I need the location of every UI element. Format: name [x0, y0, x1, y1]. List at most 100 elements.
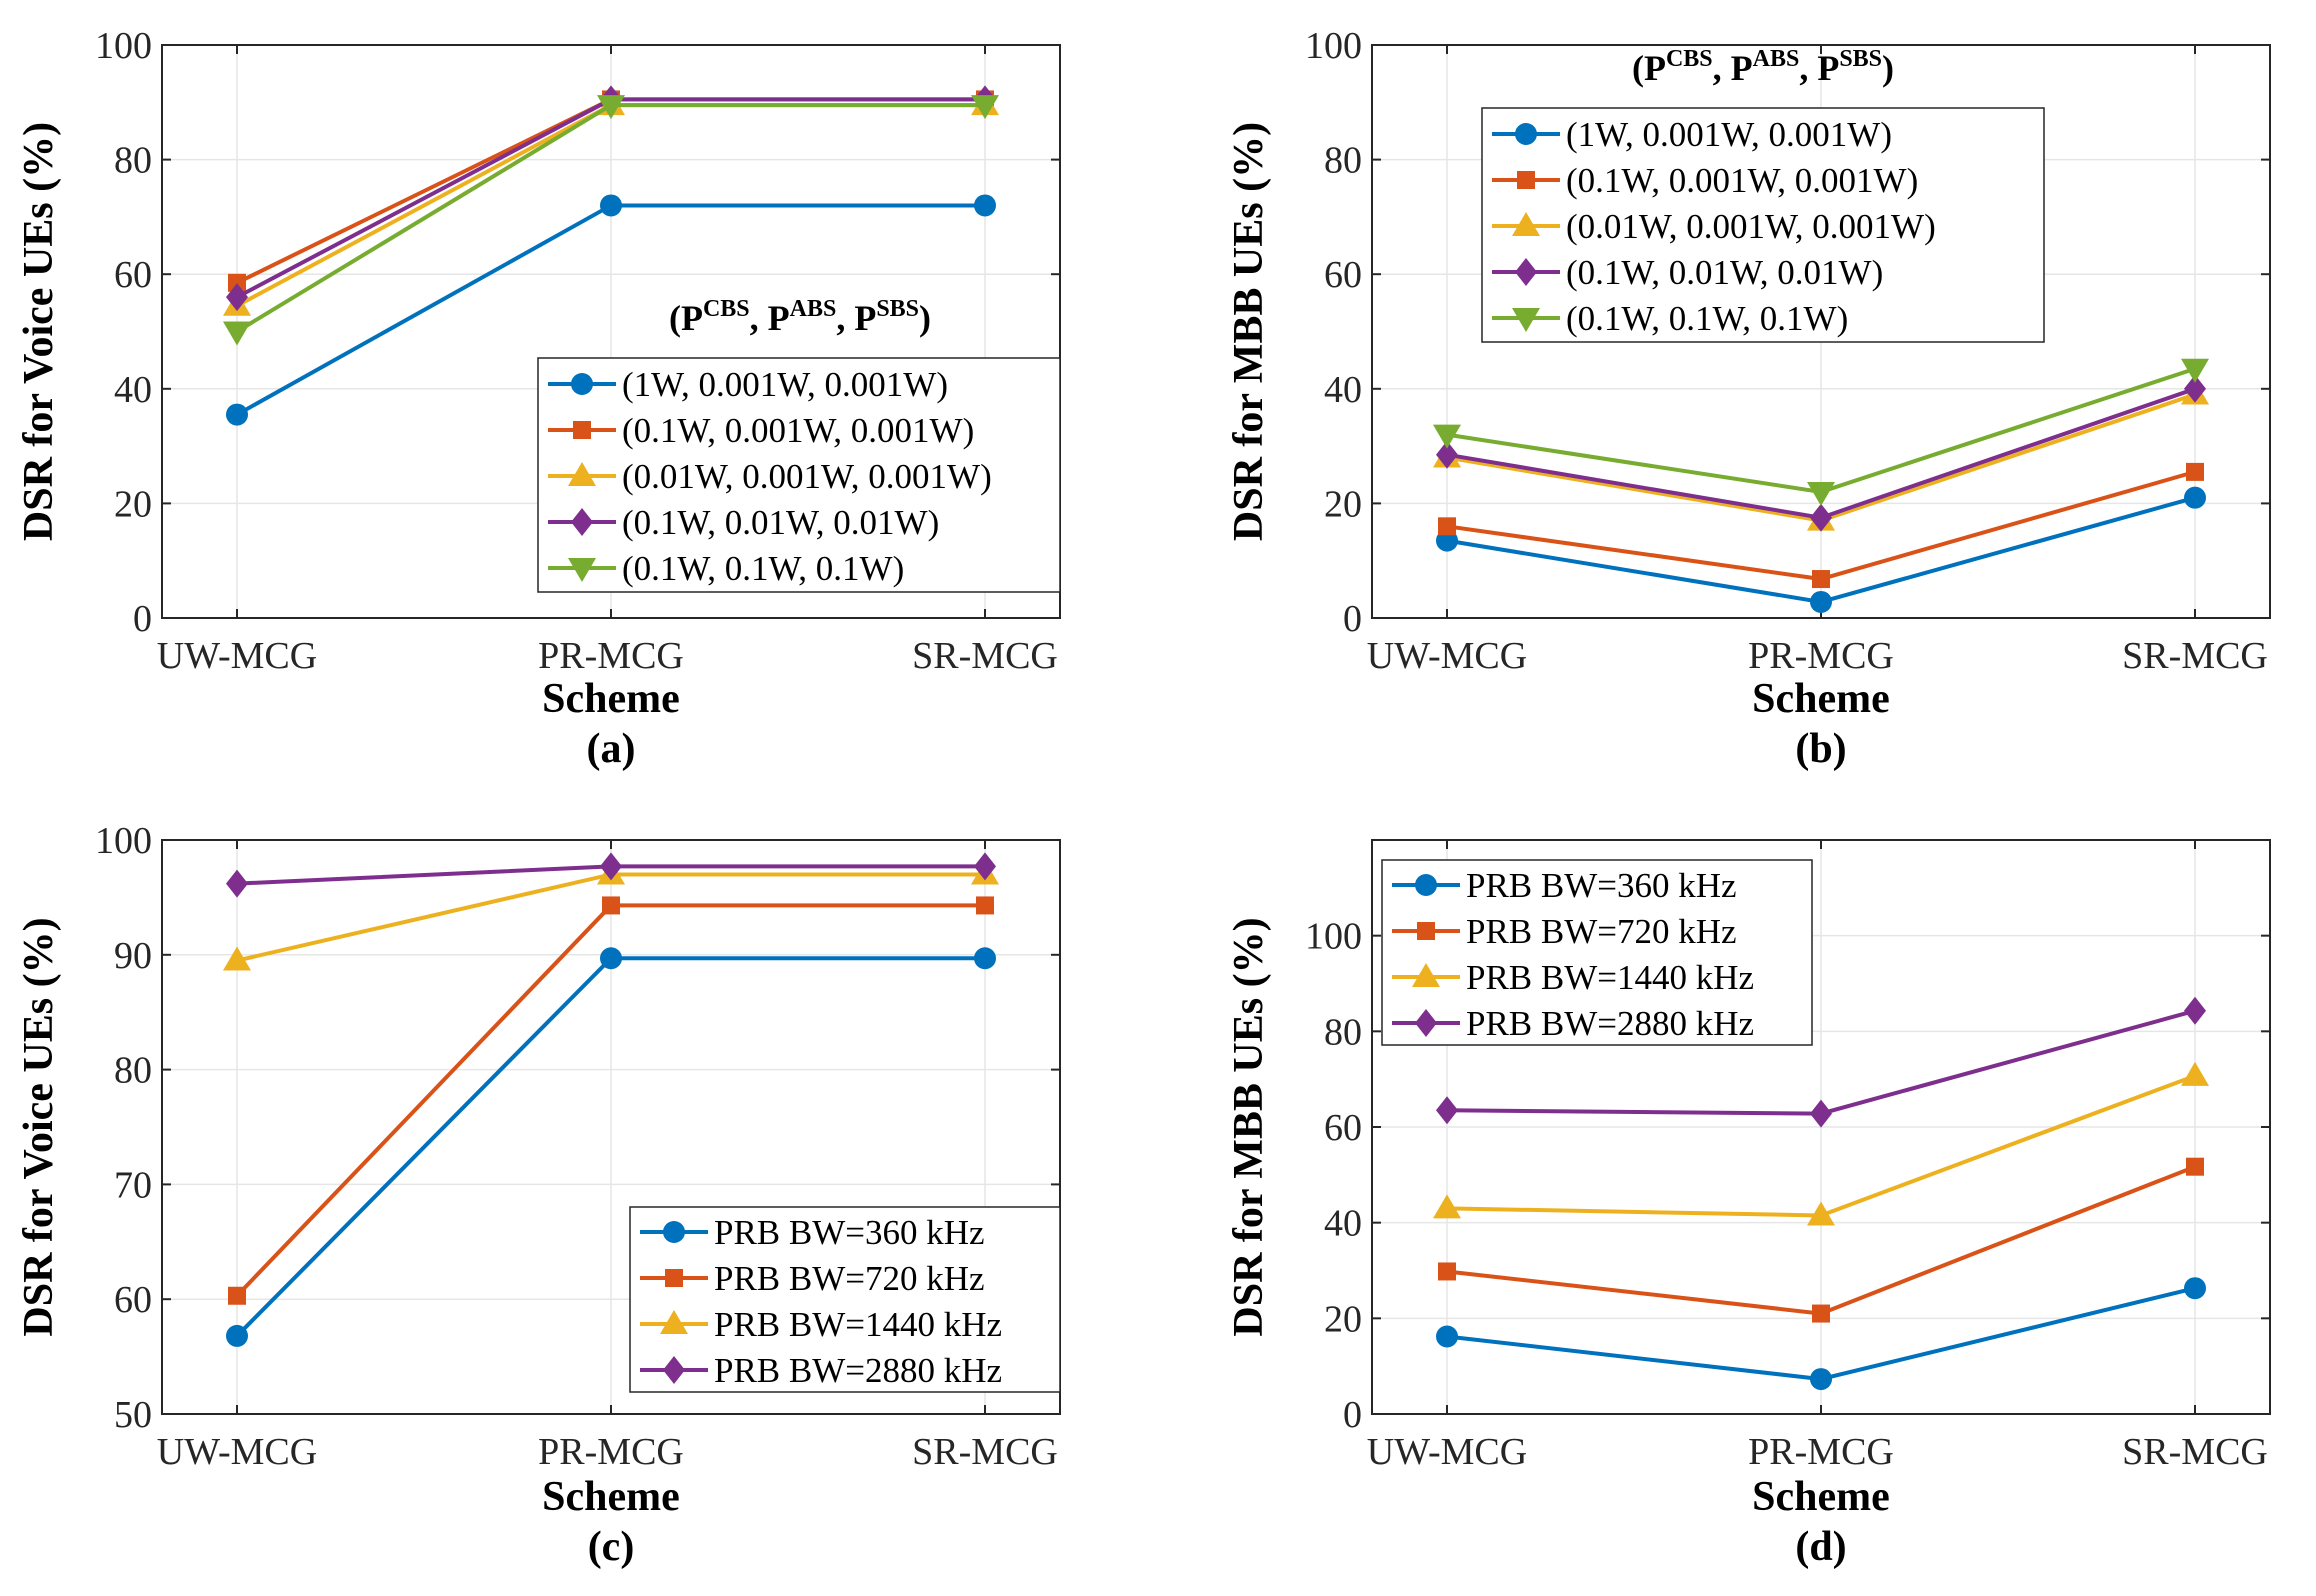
y-axis-label: DSR for MBB UEs (%): [1226, 122, 1272, 541]
legend-marker: [660, 1310, 688, 1334]
legend-entry: (1W, 0.001W, 0.001W): [548, 365, 948, 404]
legend-marker: [1415, 1009, 1437, 1037]
legend-box: [1481, 107, 2045, 343]
data-point: [2184, 996, 2206, 1025]
y-axis-label: DSR for MBB UEs (%): [1226, 917, 1272, 1336]
legend-entry: (0.1W, 0.01W, 0.01W): [1492, 253, 1883, 292]
data-point: [2181, 1061, 2209, 1086]
legend-marker: [663, 1356, 685, 1384]
data-point: [2186, 1157, 2204, 1176]
legend-label: PRB BW=720 kHz: [1466, 912, 1737, 951]
data-point: [1810, 1368, 1832, 1391]
x-tick-label: UW-MCG: [1367, 1431, 1527, 1473]
data-point: [1436, 1325, 1458, 1348]
y-tick-label: 80: [114, 1050, 152, 1092]
data-point: [1810, 1099, 1832, 1128]
series-2: [1438, 1157, 2204, 1323]
chart-panel-a: 0 20 40 60 80 100 UW-MCG PR-MCG SR-MCG Scheme DSR …: [16, 25, 1061, 772]
legend-marker: [573, 421, 591, 439]
series-4: [1436, 996, 2206, 1128]
legend-entry: (0.1W, 0.1W, 0.1W): [1492, 299, 1848, 338]
legend-entry: PRB BW=1440 kHz: [1392, 958, 1754, 997]
series-5: [223, 95, 999, 346]
legend: PRB BW=360 kHz PRB BW=720 kHz PRB BW=1440 …: [1381, 859, 1813, 1046]
legend-label: PRB BW=720 kHz: [714, 1259, 985, 1298]
legend-marker: [665, 1269, 683, 1287]
data-point: [1436, 1096, 1458, 1125]
x-tick-label: PR-MCG: [538, 1431, 684, 1473]
data-point: [1810, 503, 1832, 532]
data-point: [2184, 374, 2206, 403]
legend-entry: PRB BW=360 kHz: [1392, 866, 1737, 905]
x-tick-label: SR-MCG: [2122, 635, 2268, 677]
panel-label: (d): [1795, 1524, 1846, 1570]
data-point: [1433, 424, 1461, 449]
legend-label: PRB BW=360 kHz: [714, 1213, 985, 1252]
data-point: [2184, 1277, 2206, 1300]
legend-marker: [1412, 963, 1440, 987]
data-point: [974, 852, 996, 881]
legend-marker: [571, 508, 593, 536]
x-axis-label: Scheme: [1752, 676, 1890, 722]
data-point: [1810, 590, 1832, 613]
y-tick-label: 100: [95, 820, 152, 862]
legend-marker: [1512, 308, 1540, 332]
legend-title: (PCBS, PABS, PSBS): [669, 296, 931, 338]
x-tick-label: UW-MCG: [157, 1431, 317, 1473]
y-tick-label: 60: [1324, 1107, 1362, 1149]
data-point: [976, 896, 994, 915]
data-point: [1438, 1262, 1456, 1281]
legend: (PCBS, PABS, PSBS) (1W, 0.001W, 0.001W) (0…: [537, 296, 1061, 593]
legend-entry: PRB BW=2880 kHz: [1392, 1004, 1754, 1043]
data-point: [600, 194, 622, 217]
data-point: [974, 194, 996, 217]
data-point: [226, 869, 248, 898]
legend-label: PRB BW=1440 kHz: [1466, 958, 1754, 997]
legend-label: (0.1W, 0.01W, 0.01W): [622, 503, 939, 542]
y-tick-label: 0: [1343, 598, 1362, 640]
legend-label: (1W, 0.001W, 0.001W): [622, 365, 948, 404]
legend-box: [1381, 859, 1813, 1046]
legend: PRB BW=360 kHz PRB BW=720 kHz PRB BW=1440 …: [629, 1206, 1061, 1393]
data-point: [600, 947, 622, 970]
legend-marker: [1515, 258, 1537, 286]
legend-label: (0.1W, 0.1W, 0.1W): [622, 549, 904, 588]
series-4: [226, 852, 996, 898]
legend-entry: (0.01W, 0.001W, 0.001W): [1492, 207, 1936, 246]
legend-label: PRB BW=1440 kHz: [714, 1305, 1002, 1344]
x-tick-label: UW-MCG: [157, 635, 317, 677]
y-tick-label: 50: [114, 1394, 152, 1436]
series-1: [226, 947, 996, 1347]
y-axis-label: DSR for Voice UEs (%): [16, 122, 62, 541]
data-point: [228, 273, 246, 292]
x-tick-label: PR-MCG: [1748, 1431, 1894, 1473]
legend-label: PRB BW=2880 kHz: [1466, 1004, 1754, 1043]
data-point: [228, 1286, 246, 1305]
y-tick-label: 40: [114, 369, 152, 411]
data-point: [1436, 440, 1458, 469]
y-tick-label: 0: [1343, 1394, 1362, 1436]
legend-label: PRB BW=2880 kHz: [714, 1351, 1002, 1390]
legend-marker: [1512, 212, 1540, 236]
legend-entry: PRB BW=720 kHz: [1392, 912, 1737, 951]
legend-entry: PRB BW=720 kHz: [640, 1259, 985, 1298]
legend-box: [629, 1206, 1061, 1393]
series-5: [1433, 358, 2209, 506]
data-point: [597, 95, 625, 120]
x-tick-label: PR-MCG: [1748, 635, 1894, 677]
data-point: [226, 1324, 248, 1347]
panel-label: (a): [587, 726, 636, 772]
series-3: [1433, 1061, 2209, 1226]
legend-label: (0.1W, 0.001W, 0.001W): [622, 411, 974, 450]
legend-label: (1W, 0.001W, 0.001W): [1566, 115, 1892, 154]
legend-entry: PRB BW=360 kHz: [640, 1213, 985, 1252]
legend-entry: (0.1W, 0.01W, 0.01W): [548, 503, 939, 542]
panel-label: (c): [588, 1524, 635, 1570]
y-tick-label: 100: [95, 25, 152, 67]
data-point: [1812, 570, 1830, 589]
data-point: [2181, 358, 2209, 383]
y-tick-label: 20: [1324, 1298, 1362, 1340]
x-axis-label: Scheme: [542, 1474, 680, 1520]
x-tick-label: UW-MCG: [1367, 635, 1527, 677]
y-tick-label: 20: [1324, 483, 1362, 525]
